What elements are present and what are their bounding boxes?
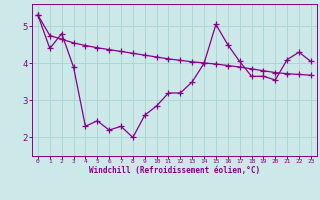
X-axis label: Windchill (Refroidissement éolien,°C): Windchill (Refroidissement éolien,°C) bbox=[89, 166, 260, 175]
